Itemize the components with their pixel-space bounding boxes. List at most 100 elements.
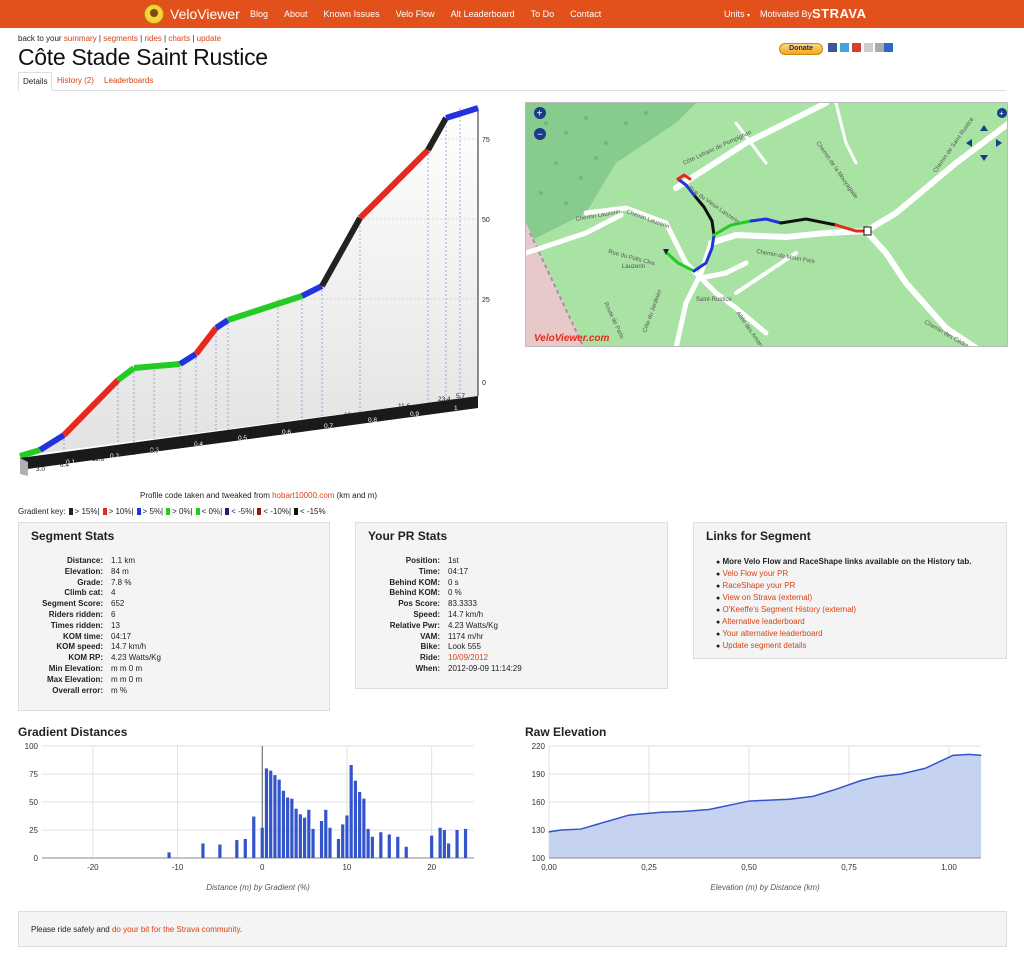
stat-value: 652: [111, 599, 125, 609]
google-plus-icon[interactable]: [852, 43, 861, 52]
brand-name[interactable]: VeloViewer: [170, 6, 240, 22]
stat-value: 1174 m/hr: [448, 631, 484, 641]
x-tick-label: 0,75: [841, 863, 857, 872]
profile-y-tick: 0: [482, 380, 486, 387]
link-your-alt-leaderboard[interactable]: ● Your alternative leaderboard: [716, 629, 823, 638]
pan-control-icon[interactable]: [966, 125, 1002, 161]
y-tick-label: 50: [29, 798, 38, 807]
start-marker-icon: [663, 249, 669, 255]
menu-to-do[interactable]: To Do: [530, 9, 555, 19]
bar: [286, 797, 290, 858]
stat-label: Segment Score:: [42, 599, 103, 609]
twitter-icon[interactable]: [840, 43, 849, 52]
grade-label: 18.1: [344, 412, 357, 419]
email-icon[interactable]: [864, 43, 873, 52]
raw-elevation-title: Raw Elevation: [525, 725, 607, 739]
bar: [396, 836, 400, 858]
pr-stats-panel: Your PR Stats Position: 1st Time: 04:17 Behi…: [355, 522, 668, 689]
elevation-line: [548, 753, 982, 833]
stat-label: Times ridden:: [50, 620, 103, 630]
stat-value: 84 m: [111, 566, 129, 576]
stat-label: Pos Score:: [398, 599, 440, 609]
zoom-out-icon[interactable]: −: [534, 128, 546, 141]
add-icon[interactable]: [884, 43, 893, 52]
bar: [345, 815, 349, 858]
menu-known-issues[interactable]: Known Issues: [323, 9, 380, 19]
facebook-icon[interactable]: [828, 43, 837, 52]
km-tick: 0.7: [324, 423, 333, 430]
gradient-key-item: > 10%: [108, 507, 132, 516]
footer-notice: Please ride safely and do your bit for t…: [18, 911, 1007, 947]
map-label: Lauzerin: [622, 264, 645, 270]
bar: [387, 834, 391, 858]
km-tick: 0.1: [66, 459, 75, 466]
gradient-key-swatch: [195, 508, 200, 515]
km-tick: 0.8: [368, 417, 377, 424]
link-raceshape[interactable]: ● RaceShape your PR: [716, 581, 796, 590]
grade-label: 5.1: [314, 418, 323, 425]
stat-label: Time:: [418, 566, 440, 576]
hobart-link[interactable]: hobart10000.com: [272, 491, 335, 500]
stat-value[interactable]: 10/09/2012: [448, 653, 489, 663]
link-velo-flow[interactable]: ● Velo Flow your PR: [716, 569, 789, 578]
bar: [404, 846, 408, 858]
bar: [324, 809, 328, 858]
bar: [298, 814, 302, 858]
stat-label: KOM RP:: [68, 653, 103, 663]
breadcrumb-update[interactable]: update: [196, 34, 222, 43]
bar: [294, 808, 298, 858]
segment-map[interactable]: Côte Lefranc de Pompignan Chemin de la M…: [525, 102, 1008, 347]
stat-value: 0 %: [448, 588, 462, 598]
links-title: Links for Segment: [706, 529, 811, 543]
stat-label: Grade:: [77, 577, 103, 587]
elevation-point: [660, 811, 662, 813]
breadcrumb-segments[interactable]: segments: [103, 34, 138, 43]
x-tick-label: 1,00: [941, 863, 957, 872]
breadcrumb-summary[interactable]: summary: [63, 34, 97, 43]
menu-alt-leaderboard[interactable]: Alt Leaderboard: [450, 9, 515, 19]
zoom-in-icon[interactable]: +: [534, 107, 546, 120]
link-okeeffe-history[interactable]: ● O'Keeffe's Segment History (external): [716, 605, 857, 614]
link-alt-leaderboard[interactable]: ● Alternative leaderboard: [716, 617, 805, 626]
x-tick-label: 0: [260, 863, 265, 872]
donate-button[interactable]: Donate: [779, 43, 823, 55]
stat-value: 6: [111, 610, 116, 619]
share-icon[interactable]: [875, 43, 884, 52]
link-view-strava[interactable]: ● View on Strava (external): [716, 593, 813, 602]
stat-label: VAM:: [420, 631, 440, 641]
bar: [362, 798, 366, 858]
x-tick-label: 20: [427, 863, 436, 872]
layer-switcher-icon[interactable]: +: [997, 108, 1007, 118]
bar: [264, 768, 269, 858]
tab-history[interactable]: History (2): [57, 76, 94, 85]
stat-value: 4.23 Watts/Kg: [111, 653, 161, 663]
gradient-key-item: > 15%: [74, 507, 98, 516]
x-tick-label: -10: [172, 863, 184, 872]
tab-leaderboards[interactable]: Leaderboards: [104, 76, 154, 85]
menu-velo-flow[interactable]: Velo Flow: [395, 9, 435, 19]
gradient-key-item: > 0%: [172, 507, 191, 516]
units-dropdown[interactable]: Units ▾: [724, 9, 750, 19]
x-tick-label: 0,25: [641, 863, 657, 872]
grade-label: 14.9: [206, 436, 219, 443]
tab-details[interactable]: Details: [18, 72, 53, 91]
link-update-segment[interactable]: ● Update segment details: [716, 641, 807, 650]
elevation-profile: 75 50 25 0: [19, 105, 490, 476]
strava-community-link[interactable]: do your bit for the Strava community: [111, 925, 240, 934]
menu-contact[interactable]: Contact: [570, 9, 602, 19]
breadcrumb-rides[interactable]: rides: [144, 34, 162, 43]
km-tick: 0.9: [410, 411, 419, 418]
elevation-point: [968, 753, 970, 755]
menu-blog[interactable]: Blog: [250, 9, 269, 19]
y-tick-label: 0: [34, 854, 39, 863]
breadcrumb-charts[interactable]: charts: [168, 34, 191, 43]
stat-label: Max Elevation:: [46, 674, 103, 684]
menu-about[interactable]: About: [284, 9, 308, 19]
veloviewer-logo-icon[interactable]: [144, 4, 164, 24]
x-tick-label: -20: [87, 863, 99, 872]
grade-label: 3.0: [36, 466, 45, 473]
strava-logo[interactable]: STRAVA: [812, 6, 867, 21]
stat-value: m m 0 m: [111, 664, 143, 673]
bar: [243, 838, 247, 858]
stat-label: Bike:: [420, 642, 440, 652]
